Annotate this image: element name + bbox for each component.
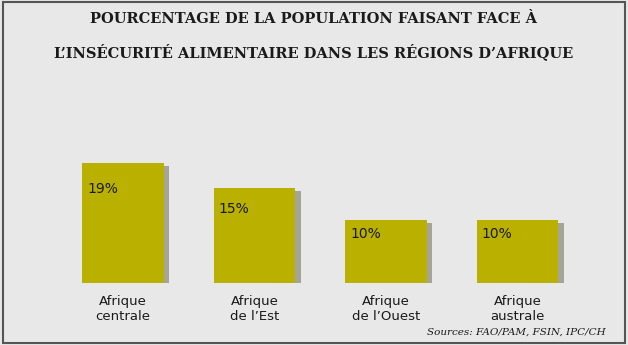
Bar [82, 163, 164, 283]
Text: Afrique
centrale: Afrique centrale [95, 295, 151, 323]
Text: Afrique
australe: Afrique australe [490, 295, 545, 323]
Bar [345, 220, 427, 283]
Text: POURCENTAGE DE LA POPULATION FAISANT FACE À: POURCENTAGE DE LA POPULATION FAISANT FAC… [90, 12, 538, 26]
Bar [482, 223, 564, 285]
Text: 15%: 15% [219, 202, 249, 216]
Bar [350, 223, 432, 285]
Text: Afrique
de l’Ouest: Afrique de l’Ouest [352, 295, 420, 323]
Bar [87, 166, 169, 285]
Text: 10%: 10% [350, 227, 381, 240]
Text: 19%: 19% [87, 182, 118, 196]
Bar [219, 191, 301, 285]
Bar [214, 188, 295, 283]
Bar [477, 220, 558, 283]
Text: 10%: 10% [482, 227, 512, 240]
Text: Sources: FAO/PAM, FSIN, IPC/CH: Sources: FAO/PAM, FSIN, IPC/CH [428, 327, 606, 336]
Text: L’INSÉCURITÉ ALIMENTAIRE DANS LES RÉGIONS D’AFRIQUE: L’INSÉCURITÉ ALIMENTAIRE DANS LES RÉGION… [55, 43, 573, 60]
Text: Afrique
de l’Est: Afrique de l’Est [230, 295, 279, 323]
